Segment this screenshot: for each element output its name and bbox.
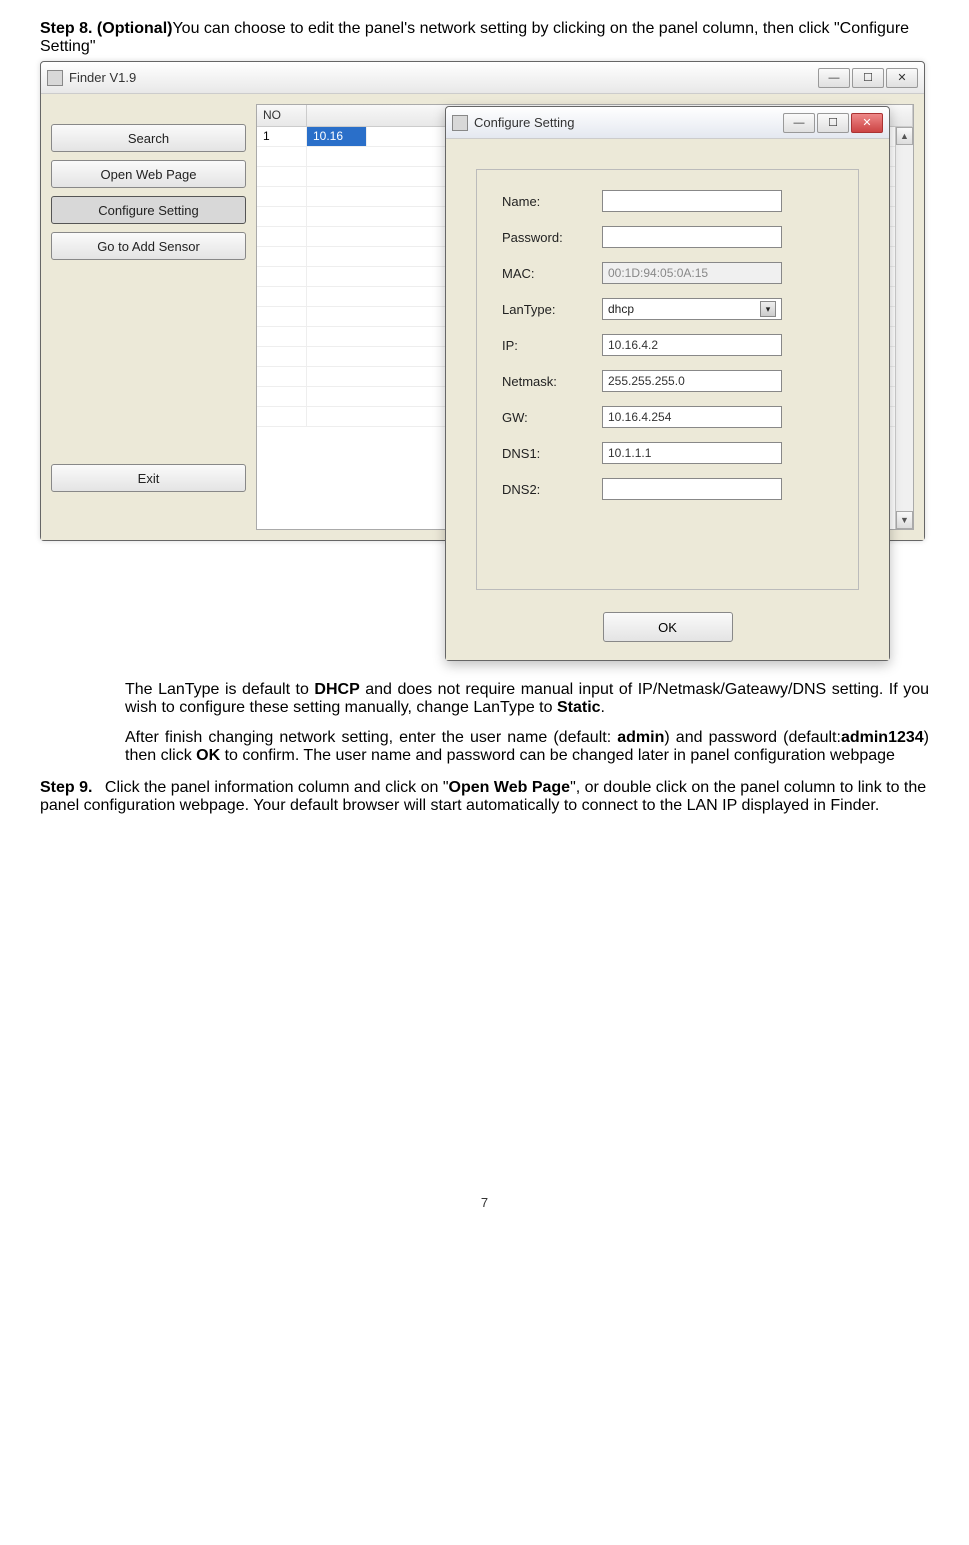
row-lantype: LanType: dhcp ▾ xyxy=(502,298,833,320)
configure-window: Configure Setting — ☐ ✕ Name: Password: … xyxy=(445,106,890,661)
label-ip: IP: xyxy=(502,338,602,353)
minimize-button[interactable]: — xyxy=(818,68,850,88)
screenshot-region: Finder V1.9 — ☐ ✕ Search Open Web Page C… xyxy=(40,61,929,661)
close-button[interactable]: ✕ xyxy=(886,68,918,88)
lantype-value: dhcp xyxy=(608,302,634,316)
label-mac: MAC: xyxy=(502,266,602,281)
dns1-input[interactable] xyxy=(602,442,782,464)
exit-button[interactable]: Exit xyxy=(51,464,246,492)
password-input[interactable] xyxy=(602,226,782,248)
finder-titlebar: Finder V1.9 — ☐ ✕ xyxy=(41,62,924,94)
step-8: Step 8. (Optional)You can choose to edit… xyxy=(40,20,929,56)
cell-no: 1 xyxy=(257,127,307,146)
row-name: Name: xyxy=(502,190,833,212)
para-credentials: After finish changing network setting, e… xyxy=(125,729,929,765)
label-dns1: DNS1: xyxy=(502,446,602,461)
step8-label: Step 8. xyxy=(40,20,92,37)
search-button[interactable]: Search xyxy=(51,124,246,152)
close-button[interactable]: ✕ xyxy=(851,113,883,133)
dns2-input[interactable] xyxy=(602,478,782,500)
mac-input xyxy=(602,262,782,284)
chevron-down-icon: ▾ xyxy=(760,301,776,317)
finder-title-text: Finder V1.9 xyxy=(69,70,136,85)
ip-input[interactable] xyxy=(602,334,782,356)
app-icon xyxy=(452,115,468,131)
configure-body: Name: Password: MAC: LanType: dhcp ▾ xyxy=(446,139,889,660)
maximize-button[interactable]: ☐ xyxy=(852,68,884,88)
page-number: 7 xyxy=(40,1195,929,1210)
scroll-down-button[interactable]: ▼ xyxy=(896,511,913,529)
configure-setting-button[interactable]: Configure Setting xyxy=(51,196,246,224)
finder-sidebar: Search Open Web Page Configure Setting G… xyxy=(51,104,246,530)
label-dns2: DNS2: xyxy=(502,482,602,497)
step9-text: Click the panel information column and c… xyxy=(40,779,926,814)
app-icon xyxy=(47,70,63,86)
go-to-add-sensor-button[interactable]: Go to Add Sensor xyxy=(51,232,246,260)
row-mac: MAC: xyxy=(502,262,833,284)
label-lantype: LanType: xyxy=(502,302,602,317)
step-9: Step 9. Click the panel information colu… xyxy=(40,779,929,815)
row-ip: IP: xyxy=(502,334,833,356)
finder-window-controls: — ☐ ✕ xyxy=(816,68,918,88)
label-name: Name: xyxy=(502,194,602,209)
row-dns2: DNS2: xyxy=(502,478,833,500)
row-gw: GW: xyxy=(502,406,833,428)
col-no[interactable]: NO xyxy=(257,105,307,126)
configure-titlebar: Configure Setting — ☐ ✕ xyxy=(446,107,889,139)
netmask-input[interactable] xyxy=(602,370,782,392)
name-input[interactable] xyxy=(602,190,782,212)
configure-title-text: Configure Setting xyxy=(474,115,574,130)
cell-ip: 10.16 xyxy=(307,127,367,146)
configure-form: Name: Password: MAC: LanType: dhcp ▾ xyxy=(476,169,859,590)
label-netmask: Netmask: xyxy=(502,374,602,389)
maximize-button[interactable]: ☐ xyxy=(817,113,849,133)
row-dns1: DNS1: xyxy=(502,442,833,464)
label-gw: GW: xyxy=(502,410,602,425)
configure-window-controls: — ☐ ✕ xyxy=(781,113,883,133)
gw-input[interactable] xyxy=(602,406,782,428)
row-password: Password: xyxy=(502,226,833,248)
para-lantype: The LanType is default to DHCP and does … xyxy=(125,681,929,717)
lantype-select[interactable]: dhcp ▾ xyxy=(602,298,782,320)
label-password: Password: xyxy=(502,230,602,245)
row-netmask: Netmask: xyxy=(502,370,833,392)
open-web-page-button[interactable]: Open Web Page xyxy=(51,160,246,188)
sidebar-spacer xyxy=(51,268,246,456)
ok-button[interactable]: OK xyxy=(603,612,733,642)
table-scrollbar[interactable]: ▲ ▼ xyxy=(895,127,913,529)
minimize-button[interactable]: — xyxy=(783,113,815,133)
step8-optional: (Optional) xyxy=(97,20,173,37)
step9-label: Step 9. xyxy=(40,779,92,796)
scroll-up-button[interactable]: ▲ xyxy=(896,127,913,145)
